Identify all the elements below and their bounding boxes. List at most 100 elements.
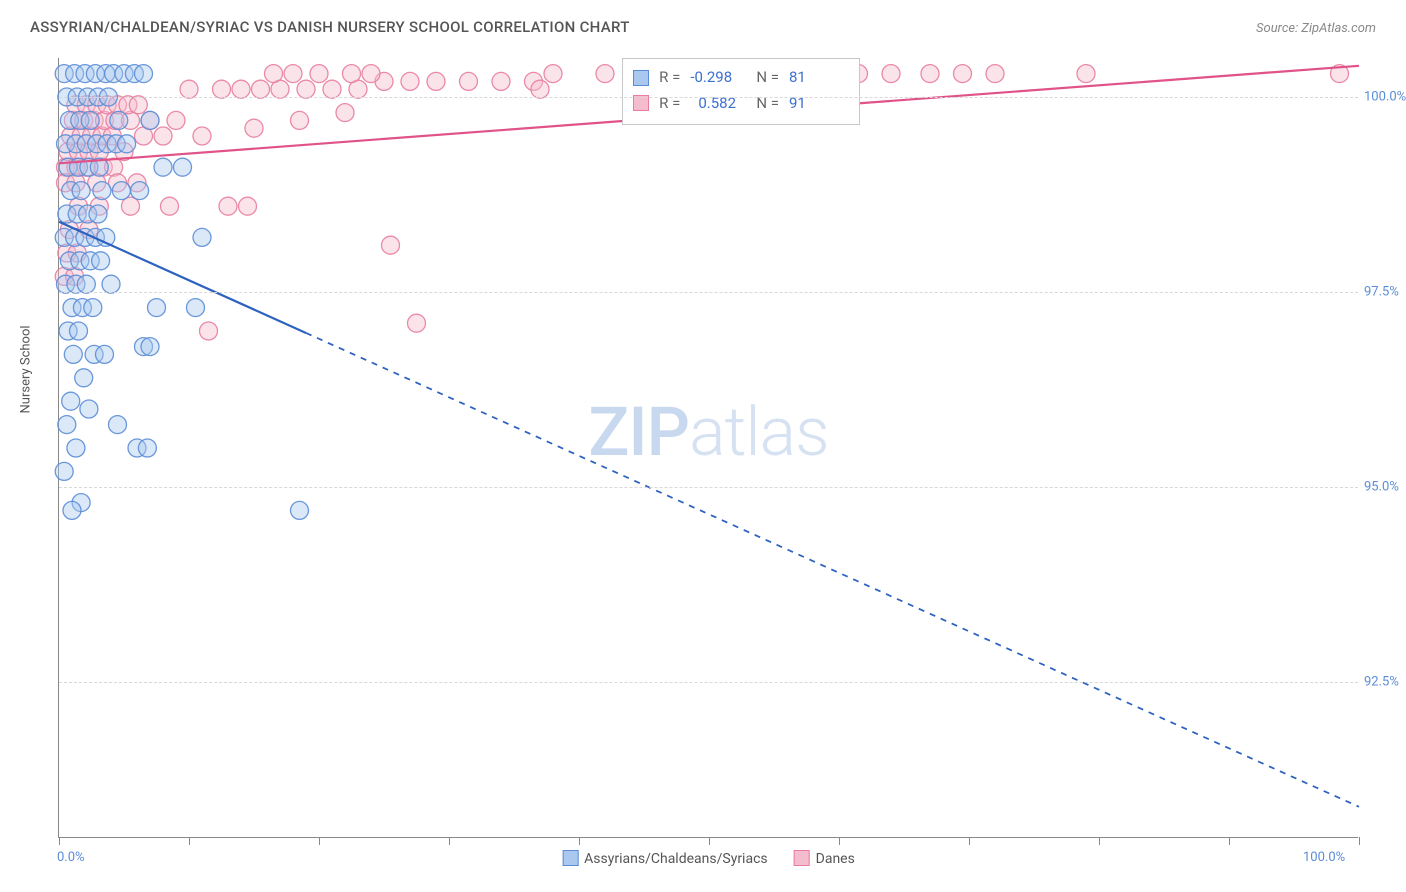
stats-row-assyrians: R = -0.298 N = 81 — [633, 65, 845, 91]
source-attribution: Source: ZipAtlas.com — [1256, 21, 1376, 36]
scatter-point-danes — [213, 80, 231, 98]
scatter-point-danes — [310, 65, 328, 83]
legend-item-danes: Danes — [794, 850, 855, 867]
scatter-point-danes — [232, 80, 250, 98]
x-tick-label: 100.0% — [1303, 850, 1345, 865]
x-tick — [59, 837, 60, 845]
legend-swatch-danes — [794, 850, 810, 866]
scatter-point-assyrians — [141, 338, 159, 356]
y-tick-label: 97.5% — [1364, 285, 1406, 300]
scatter-point-assyrians — [89, 205, 107, 223]
x-tick — [1359, 837, 1360, 845]
legend-item-assyrians: Assyrians/Chaldeans/Syriacs — [562, 850, 767, 867]
scatter-point-assyrians — [291, 501, 309, 519]
y-tick-label: 100.0% — [1364, 90, 1406, 105]
n-value-danes: 91 — [789, 91, 845, 117]
scatter-point-danes — [382, 236, 400, 254]
scatter-point-assyrians — [64, 345, 82, 363]
scatter-point-danes — [401, 72, 419, 90]
scatter-point-assyrians — [80, 400, 98, 418]
scatter-point-danes — [284, 65, 302, 83]
scatter-point-assyrians — [72, 182, 90, 200]
scatter-point-danes — [954, 65, 972, 83]
scatter-point-danes — [460, 72, 478, 90]
swatch-assyrians — [633, 70, 649, 86]
y-tick-label: 95.0% — [1364, 480, 1406, 495]
x-tick — [969, 837, 970, 845]
x-tick — [1099, 837, 1100, 845]
chart-container: Nursery School ZIPatlas R = -0.298 N = 8… — [30, 50, 1380, 850]
x-tick — [579, 837, 580, 845]
scatter-point-danes — [343, 65, 361, 83]
scatter-point-danes — [531, 80, 549, 98]
gridline — [59, 682, 1358, 683]
scatter-point-assyrians — [77, 275, 95, 293]
x-tick — [449, 837, 450, 845]
scatter-point-danes — [167, 111, 185, 129]
correlation-stats-box: R = -0.298 N = 81 R = 0.582 N = 91 — [622, 58, 860, 125]
scatter-point-assyrians — [138, 439, 156, 457]
y-tick-label: 92.5% — [1364, 675, 1406, 690]
scatter-point-assyrians — [96, 345, 114, 363]
scatter-point-assyrians — [112, 182, 130, 200]
scatter-point-danes — [129, 96, 147, 114]
stats-row-danes: R = 0.582 N = 91 — [633, 91, 845, 117]
scatter-point-assyrians — [141, 111, 159, 129]
plot-svg — [59, 58, 1358, 837]
scatter-point-danes — [193, 127, 211, 145]
scatter-point-danes — [596, 65, 614, 83]
scatter-point-danes — [245, 119, 263, 137]
scatter-point-assyrians — [135, 65, 153, 83]
scatter-point-assyrians — [118, 135, 136, 153]
x-tick — [1229, 837, 1230, 845]
x-tick — [319, 837, 320, 845]
scatter-point-danes — [986, 65, 1004, 83]
scatter-point-danes — [252, 80, 270, 98]
scatter-point-assyrians — [62, 392, 80, 410]
scatter-point-danes — [882, 65, 900, 83]
gridline — [59, 97, 1358, 98]
n-value-assyrians: 81 — [789, 65, 845, 91]
r-value-assyrians: -0.298 — [690, 65, 746, 91]
scatter-point-assyrians — [81, 111, 99, 129]
scatter-point-assyrians — [193, 228, 211, 246]
scatter-point-assyrians — [93, 182, 111, 200]
scatter-point-danes — [362, 65, 380, 83]
scatter-point-danes — [544, 65, 562, 83]
scatter-point-danes — [291, 111, 309, 129]
scatter-point-assyrians — [63, 501, 81, 519]
scatter-point-danes — [161, 197, 179, 215]
r-value-danes: 0.582 — [690, 91, 746, 117]
scatter-point-danes — [154, 127, 172, 145]
x-tick — [839, 837, 840, 845]
scatter-point-danes — [336, 104, 354, 122]
scatter-point-danes — [122, 197, 140, 215]
scatter-point-danes — [492, 72, 510, 90]
scatter-point-assyrians — [110, 111, 128, 129]
scatter-point-assyrians — [109, 416, 127, 434]
scatter-point-assyrians — [148, 299, 166, 317]
x-tick — [189, 837, 190, 845]
scatter-point-assyrians — [84, 299, 102, 317]
scatter-point-danes — [427, 72, 445, 90]
scatter-point-danes — [921, 65, 939, 83]
scatter-point-assyrians — [58, 416, 76, 434]
scatter-point-danes — [1077, 65, 1095, 83]
scatter-point-danes — [265, 65, 283, 83]
legend: Assyrians/Chaldeans/Syriacs Danes — [562, 850, 855, 867]
x-tick — [709, 837, 710, 845]
scatter-point-danes — [408, 314, 426, 332]
scatter-point-danes — [200, 322, 218, 340]
scatter-point-assyrians — [75, 369, 93, 387]
scatter-point-danes — [239, 197, 257, 215]
legend-swatch-assyrians — [562, 850, 578, 866]
scatter-point-danes — [180, 80, 198, 98]
x-tick-label: 0.0% — [57, 850, 85, 865]
y-axis-label: Nursery School — [19, 325, 34, 413]
scatter-point-danes — [219, 197, 237, 215]
plot-area: ZIPatlas R = -0.298 N = 81 R = 0.582 N =… — [58, 58, 1358, 838]
scatter-point-assyrians — [187, 299, 205, 317]
scatter-point-assyrians — [102, 275, 120, 293]
gridline — [59, 487, 1358, 488]
scatter-point-assyrians — [70, 322, 88, 340]
